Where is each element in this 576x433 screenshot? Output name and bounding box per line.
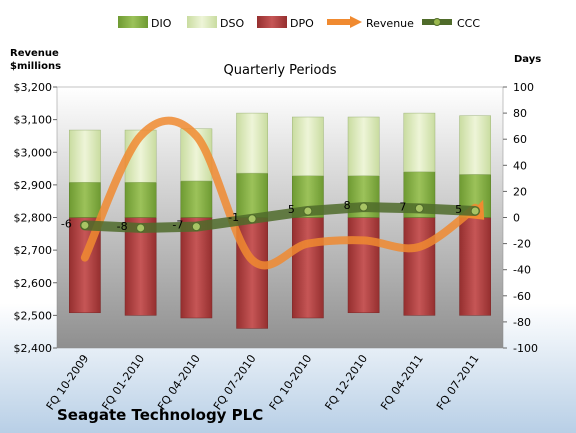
- x-tick-label: FQ 01-2010: [99, 352, 147, 412]
- y-right-title: Days: [514, 54, 541, 65]
- y-right-tick-label: -80: [513, 316, 531, 329]
- dpo-bar: [347, 217, 380, 314]
- ccc-series: -6 -8 -7 -1 5 8 7 5: [61, 199, 481, 233]
- y-left-tick-label: $3,200: [14, 81, 53, 94]
- y-left-axis: $2,400 $2,500 $2,600 $2,700 $2,800 $2,900 $3,0…: [14, 81, 57, 355]
- dso-bar: [347, 116, 380, 176]
- ccc-point: [414, 203, 424, 213]
- dpo-bar: [403, 217, 436, 316]
- legend: DIO DSO DPO Revenue CCC: [118, 16, 480, 30]
- ccc-data-label: -8: [117, 220, 128, 233]
- chart-subtitle: Quarterly Periods: [224, 63, 337, 78]
- dpo-bar: [292, 217, 324, 319]
- dso-bar: [236, 112, 268, 174]
- legend-label-ccc: CCC: [457, 17, 480, 30]
- y-right-tick-label: 20: [513, 185, 527, 198]
- ccc-point: [359, 202, 369, 212]
- x-axis: FQ 10-2009 FQ 01-2010 FQ 04-2010 FQ 07-2010…: [44, 352, 482, 412]
- dso-bar: [69, 129, 101, 183]
- x-tick-label: FQ 10-2010: [267, 352, 315, 412]
- dpo-bar: [459, 217, 491, 316]
- y-right-tick-label: -20: [513, 238, 531, 251]
- ccc-point: [191, 222, 201, 232]
- dio-bar: [180, 180, 213, 218]
- y-left-tick-label: $2,700: [14, 244, 53, 257]
- legend-swatch-dpo: [257, 16, 287, 28]
- ccc-line: [79, 202, 481, 233]
- y-left-title-line1: Revenue: [10, 48, 59, 59]
- y-left-tick-label: $2,800: [14, 212, 53, 225]
- dso-bar: [459, 115, 491, 175]
- ccc-data-label: 8: [344, 199, 351, 212]
- y-left-tick-label: $2,900: [14, 179, 53, 192]
- ccc-point: [470, 206, 480, 216]
- y-left-tick-label: $2,500: [14, 309, 53, 322]
- y-right-tick-label: -60: [513, 290, 531, 303]
- dso-bar: [403, 112, 436, 173]
- legend-label-dpo: DPO: [290, 17, 314, 30]
- y-left-title-line2: $millions: [10, 61, 61, 72]
- ccc-data-label: 5: [288, 203, 295, 216]
- y-left-tick-label: $3,000: [14, 146, 53, 159]
- x-tick-label: FQ 07-2011: [434, 352, 482, 412]
- y-right-tick-label: -40: [513, 264, 531, 277]
- company-name: Seagate Technology PLC: [57, 406, 263, 424]
- dpo-bar: [180, 217, 213, 319]
- legend-label-dio: DIO: [151, 17, 172, 30]
- x-tick-label: FQ 07-2010: [211, 352, 259, 412]
- y-left-tick-label: $2,600: [14, 277, 53, 290]
- x-tick-label: FQ 04-2010: [155, 352, 203, 412]
- y-left-tick-label: $2,400: [14, 342, 53, 355]
- y-right-axis: -100 -80 -60 -40 -20 0 20 40 60 80 100: [503, 81, 538, 355]
- legend-label-revenue: Revenue: [366, 17, 414, 30]
- ccc-point: [303, 206, 313, 216]
- dio-bar: [124, 182, 157, 218]
- y-right-tick-label: 40: [513, 159, 527, 172]
- y-right-tick-label: 60: [513, 133, 527, 146]
- legend-marker-ccc: [433, 18, 441, 26]
- y-right-tick-label: 80: [513, 107, 527, 120]
- dio-bar: [236, 172, 268, 218]
- revenue-line: [80, 116, 480, 270]
- ccc-data-label: 7: [399, 200, 406, 213]
- dso-bar: [292, 116, 324, 176]
- legend-swatch-dio: [118, 16, 148, 28]
- y-right-tick-label: 0: [513, 212, 520, 225]
- y-left-tick-label: $3,100: [14, 114, 53, 127]
- ccc-data-label: -6: [61, 217, 72, 230]
- legend-swatch-dso: [187, 16, 217, 28]
- ccc-data-label: -1: [228, 211, 239, 224]
- dpo-bar: [124, 217, 157, 316]
- ccc-point: [247, 214, 257, 224]
- y-right-tick-label: -100: [513, 342, 538, 355]
- ccc-data-label: 5: [455, 203, 462, 216]
- ccc-point: [80, 220, 90, 230]
- y-right-tick-label: 100: [513, 81, 534, 94]
- legend-arrow-revenue: [350, 16, 362, 28]
- ccc-data-label: -7: [172, 219, 183, 232]
- x-tick-label: FQ 12-2010: [322, 352, 370, 412]
- dio-bar: [69, 182, 101, 218]
- x-tick-label: FQ 04-2011: [378, 352, 426, 412]
- x-tick-label: FQ 10-2009: [44, 352, 92, 412]
- legend-label-dso: DSO: [220, 17, 244, 30]
- ccc-point: [136, 223, 146, 233]
